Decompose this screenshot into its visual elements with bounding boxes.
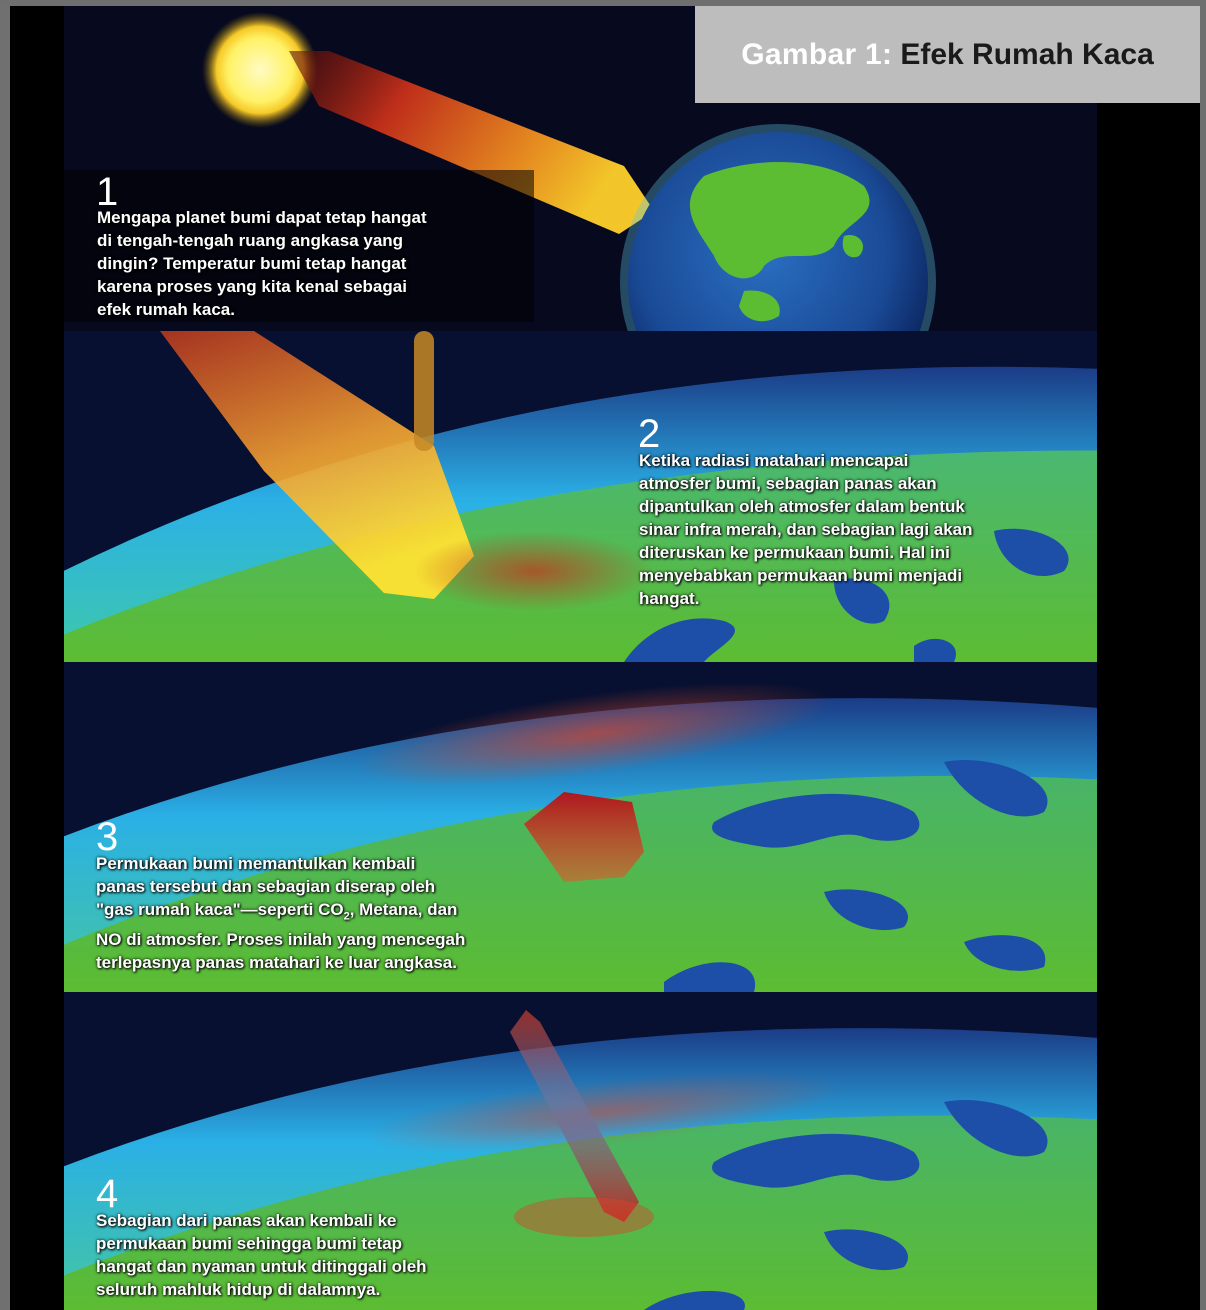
step-2-text: Ketika radiasi matahari mencapai atmosfe… xyxy=(639,451,973,608)
surface-heat-spot xyxy=(514,1197,654,1237)
step-3-text: Permukaan bumi memantulkan kembali panas… xyxy=(96,852,596,974)
incoming-radiation-beam xyxy=(160,331,474,599)
left-frame xyxy=(0,0,10,1310)
step-1-text-backdrop xyxy=(64,170,534,322)
atmosphere-illustration xyxy=(64,331,1097,662)
step-3-number: 3 xyxy=(96,815,119,859)
figure-title-box: Gambar 1: Efek Rumah Kaca xyxy=(695,6,1200,103)
figure-title: Efek Rumah Kaca xyxy=(900,37,1154,71)
returning-heat-arrow xyxy=(510,1010,639,1222)
step-1-text: Mengapa planet bumi dapat tetap hangat d… xyxy=(97,208,427,319)
asia-landmass xyxy=(689,162,870,279)
figure-label: Gambar 1: xyxy=(741,37,893,71)
greenhouse-gas-band xyxy=(365,1071,843,1153)
greenhouse-gas-band xyxy=(356,682,832,786)
step-4-number: 4 xyxy=(96,1172,119,1216)
top-frame xyxy=(0,0,1206,6)
solar-radiation-beam xyxy=(289,51,654,234)
step-3-subscript: 2 xyxy=(343,910,350,923)
sun-earth-illustration xyxy=(202,12,936,331)
sun-icon xyxy=(202,12,318,128)
panel-3-reflection xyxy=(64,662,1097,992)
surface-heat-spot xyxy=(414,531,654,611)
right-frame xyxy=(1200,0,1206,1310)
reflected-infrared-beam xyxy=(414,331,434,451)
heat-return-illustration xyxy=(64,1010,1097,1310)
panel-2-atmosphere xyxy=(64,331,1097,662)
reflected-heat-arrow xyxy=(524,792,644,882)
panel-4-return xyxy=(64,992,1097,1310)
step-1-number: 1 xyxy=(96,170,119,214)
reflection-illustration xyxy=(64,682,1097,992)
step-3-text-part-1: Permukaan bumi memantulkan kembali panas… xyxy=(96,854,436,919)
step-3-text-part-2: , Metana, dan NO di atmosfer. Proses ini… xyxy=(96,900,466,973)
step-4-text: Sebagian dari panas akan kembali ke perm… xyxy=(96,1211,427,1299)
step-2-number: 2 xyxy=(638,412,661,456)
